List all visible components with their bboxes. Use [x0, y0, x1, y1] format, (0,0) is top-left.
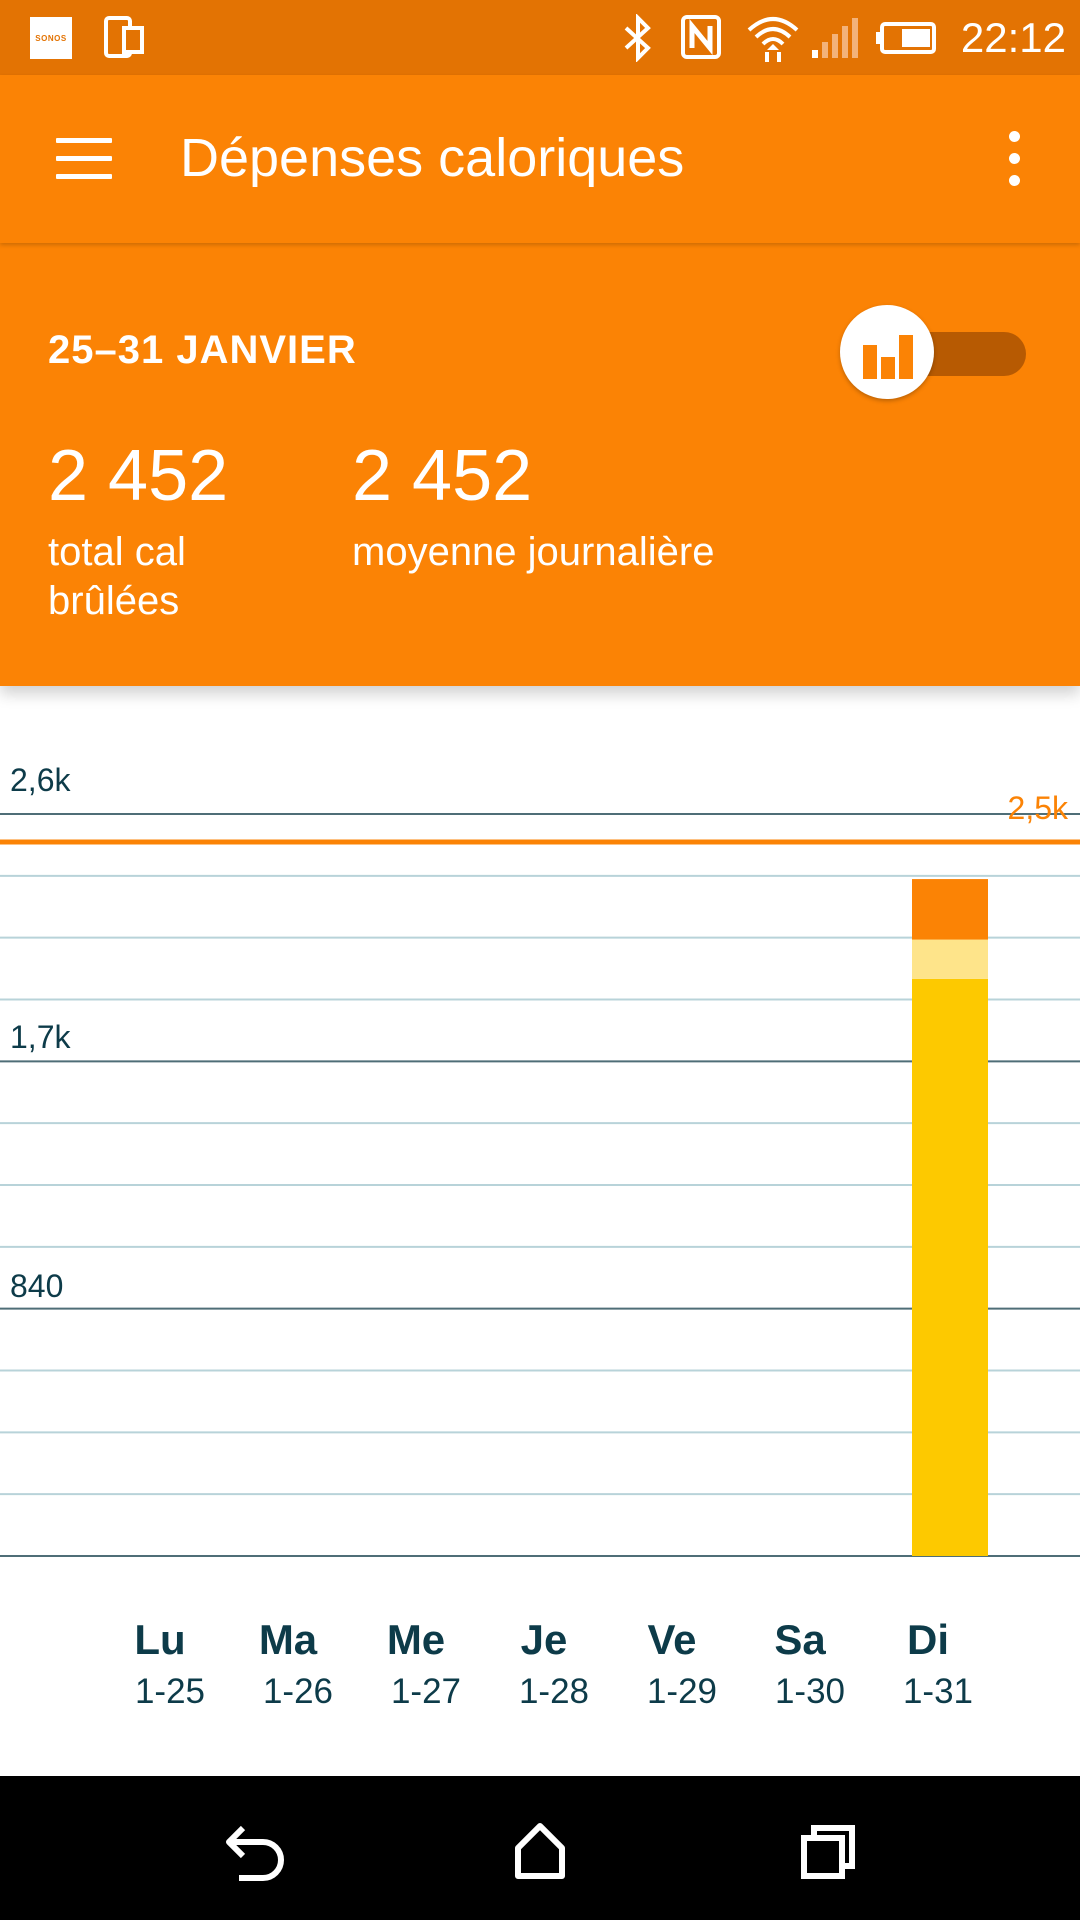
- day-name: Lu: [134, 1616, 186, 1663]
- status-bar: SONOS 22:12: [0, 0, 1080, 75]
- total-label-line1: total cal: [48, 530, 186, 574]
- phone-screen-icon: [104, 16, 144, 58]
- system-nav-bar: [0, 1776, 1080, 1920]
- signal-icon: [812, 18, 858, 58]
- day-name: Di: [907, 1616, 949, 1663]
- wifi-icon: [747, 17, 799, 62]
- toggle-thumb: [840, 305, 934, 399]
- total-calories-value: 2 452: [48, 436, 229, 516]
- bar-segment: [912, 879, 988, 940]
- day-name: Me: [386, 1616, 446, 1663]
- recents-icon[interactable]: [777, 1806, 877, 1896]
- bar-segment: [912, 978, 988, 1556]
- day-date: 1-27: [390, 1672, 462, 1711]
- total-label-line2: brûlées: [48, 579, 180, 623]
- chart-view-toggle[interactable]: [838, 303, 1028, 403]
- bar-segment: [912, 939, 988, 979]
- daily-average-value: 2 452: [352, 436, 533, 516]
- y-tick-label: 2,6k: [10, 762, 71, 798]
- day-name: Ve: [647, 1616, 697, 1663]
- back-icon[interactable]: [203, 1806, 303, 1896]
- day-date: 1-29: [646, 1672, 718, 1711]
- daily-average-label: moyenne journalière: [352, 530, 715, 574]
- battery-icon: [876, 22, 936, 54]
- day-date: 1-25: [134, 1672, 206, 1711]
- hamburger-menu-icon[interactable]: [56, 138, 112, 180]
- calorie-chart: 2,6k 1,7k 840 2,5k Lu 1-25 Ma 1-26 Me 1-…: [0, 686, 1080, 1776]
- day-name: Sa: [774, 1616, 826, 1663]
- more-vert-icon[interactable]: [1000, 131, 1028, 187]
- y-tick-label: 1,7k: [10, 1019, 71, 1055]
- day-date: 1-31: [902, 1672, 974, 1711]
- day-name: Ma: [258, 1616, 318, 1663]
- app-bar: Dépenses caloriques: [0, 75, 1080, 243]
- bluetooth-icon: [624, 14, 651, 62]
- day-date: 1-30: [774, 1672, 846, 1711]
- goal-label: 2,5k: [1007, 790, 1068, 826]
- day-date: 1-26: [262, 1672, 334, 1711]
- day-name: Je: [520, 1616, 568, 1663]
- chart-canvas: [0, 813, 1080, 1557]
- sonos-icon: SONOS: [30, 17, 72, 59]
- home-icon[interactable]: [490, 1806, 590, 1896]
- y-tick-label: 840: [10, 1268, 64, 1304]
- nfc-icon: [681, 15, 721, 59]
- date-range: 25–31 JANVIER: [48, 328, 357, 372]
- page-title: Dépenses caloriques: [180, 128, 685, 188]
- total-calories-label: total cal brûlées: [48, 528, 186, 626]
- bar-chart-icon: [863, 335, 913, 379]
- day-date: 1-28: [518, 1672, 590, 1711]
- summary-header: 25–31 JANVIER 2 452 total cal brûlées 2 …: [0, 243, 1080, 686]
- clock: 22:12: [960, 14, 1066, 61]
